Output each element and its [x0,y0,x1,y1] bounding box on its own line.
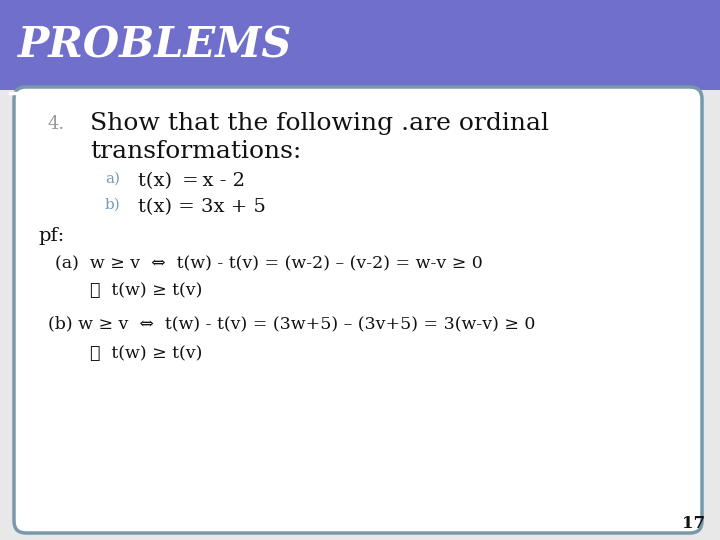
Text: 4.: 4. [48,115,66,133]
Text: t(x)  = x - 2: t(x) = x - 2 [138,172,245,190]
Text: ∴  t(w) ≥ t(v): ∴ t(w) ≥ t(v) [90,282,202,299]
Text: 17: 17 [682,515,705,532]
Text: ∴  t(w) ≥ t(v): ∴ t(w) ≥ t(v) [90,345,202,362]
Text: b): b) [105,198,121,212]
Text: PROBLEMS: PROBLEMS [18,24,292,66]
Bar [0,0,720,90]
Text: pf:: pf: [38,227,64,245]
Text: (b) w ≥ v  ⇔  t(w) - t(v) = (3w+5) – (3v+5) = 3(w-v) ≥ 0: (b) w ≥ v ⇔ t(w) - t(v) = (3w+5) – (3v+5… [48,315,536,332]
Text: Show that the following .are ordinal: Show that the following .are ordinal [90,112,549,135]
Text: transformations:: transformations: [90,140,302,163]
Text: (a)  w ≥ v  ⇔  t(w) - t(v) = (w-2) – (v-2) = w-v ≥ 0: (a) w ≥ v ⇔ t(w) - t(v) = (w-2) – (v-2) … [55,255,482,272]
FancyBboxPatch shape [14,87,702,533]
Text: t(x) = 3x + 5: t(x) = 3x + 5 [138,198,266,216]
Text: a): a) [105,172,120,186]
